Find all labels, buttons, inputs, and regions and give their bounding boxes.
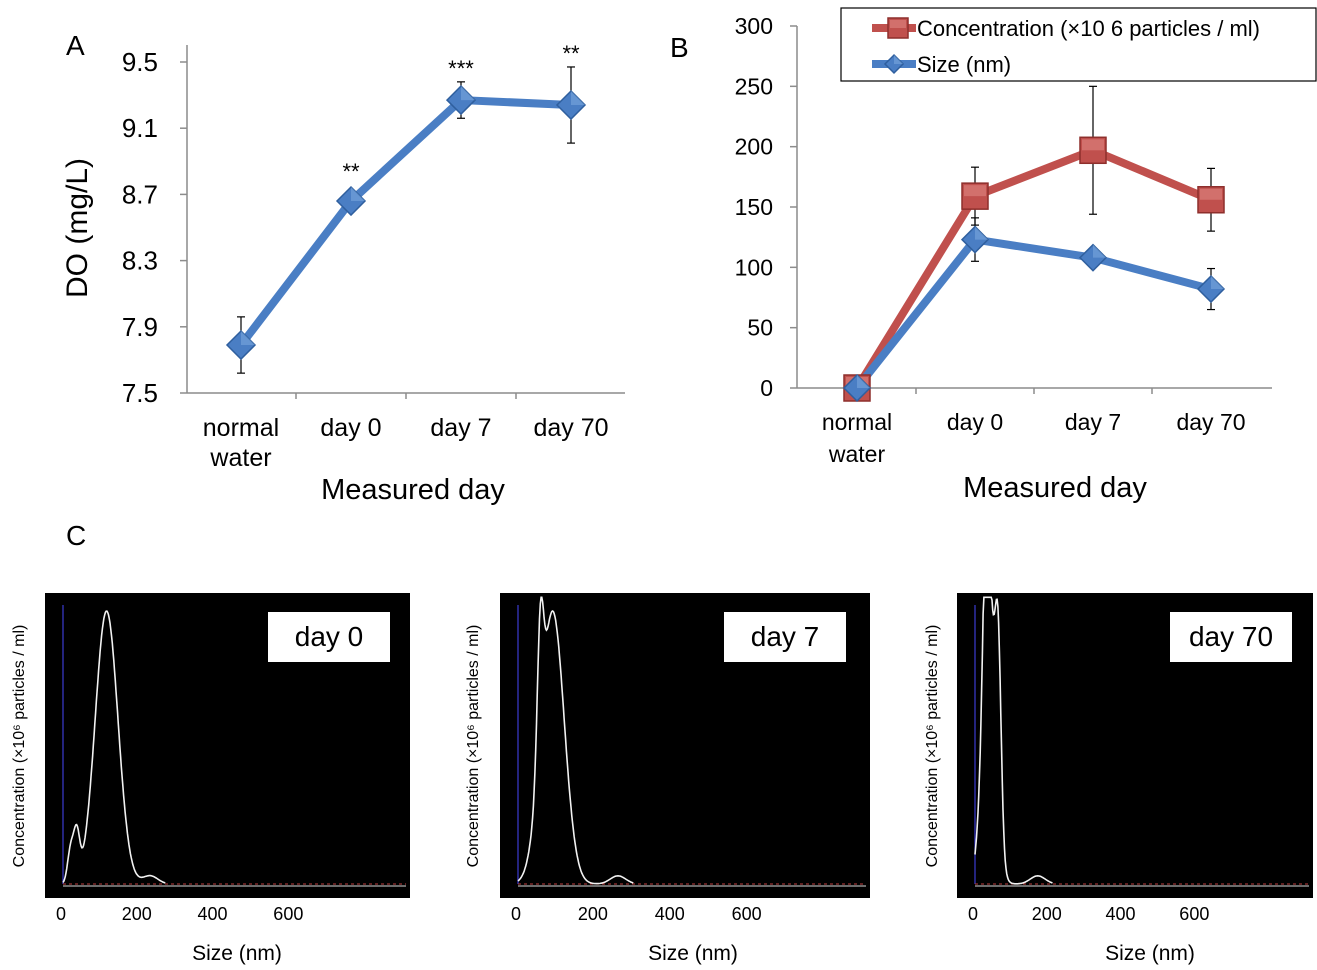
significance-mark: ** bbox=[342, 159, 360, 184]
x-tick-label: day 70 bbox=[1176, 409, 1245, 435]
x-tick-label: normal water bbox=[822, 409, 892, 467]
series-line bbox=[237, 96, 572, 348]
nta-x-tick-label: 400 bbox=[654, 904, 685, 924]
series-line-concentration bbox=[853, 146, 1213, 391]
panel-letter-b: B bbox=[670, 32, 689, 63]
nta-x-tick-label: 400 bbox=[1105, 904, 1136, 924]
nta-curve-area bbox=[517, 596, 866, 887]
y-tick-label: 7.9 bbox=[122, 312, 158, 342]
data-point-size bbox=[960, 225, 990, 254]
data-point-concentration bbox=[1197, 186, 1225, 214]
nta-distribution-curve bbox=[517, 596, 634, 885]
nta-x-tick-label: 600 bbox=[1179, 904, 1210, 924]
y-tick-label: 7.5 bbox=[122, 378, 158, 408]
nta-x-tick-label: 0 bbox=[967, 904, 979, 924]
legend: Concentration (×10 6 particles / ml) Size… bbox=[840, 7, 1317, 82]
nta-day-label: day 7 bbox=[724, 612, 846, 662]
chart-b-nta-summary: 300 250 200 150 100 50 0 normal water day 0 day 7 d… bbox=[735, 7, 1317, 504]
nta-curve-area bbox=[62, 605, 406, 887]
significance-mark: ** bbox=[562, 41, 580, 66]
nta-x-tick-label: 600 bbox=[273, 904, 304, 924]
panel-letter-a: A bbox=[66, 30, 85, 61]
data-point-concentration bbox=[1079, 136, 1107, 165]
nta-x-tick-label: 600 bbox=[731, 904, 762, 924]
x-tick-label: day 0 bbox=[320, 414, 381, 442]
panel-letter-c: C bbox=[66, 520, 87, 551]
y-tick-label: 250 bbox=[735, 73, 773, 99]
x-tick-label: day 7 bbox=[1065, 409, 1121, 435]
data-point-size bbox=[842, 373, 872, 403]
nta-day-label: day 70 bbox=[1170, 612, 1292, 662]
y-tick-label: 9.5 bbox=[122, 47, 158, 77]
y-tick-label: 150 bbox=[735, 194, 773, 220]
nta-day-label: day 0 bbox=[268, 612, 390, 662]
nta-distribution-curve bbox=[62, 610, 166, 884]
significance-mark: *** bbox=[448, 56, 474, 81]
nta-x-axis-label: Size (nm) bbox=[1105, 942, 1195, 965]
y-tick-label: 300 bbox=[735, 13, 773, 39]
nta-x-tick-label: 200 bbox=[121, 904, 152, 924]
data-point bbox=[335, 185, 367, 217]
y-tick-label: 200 bbox=[735, 134, 773, 160]
data-point-size bbox=[1078, 243, 1108, 272]
nta-x-tick-label: 200 bbox=[577, 904, 608, 924]
nta-x-axis-label: Size (nm) bbox=[192, 942, 282, 965]
y-tick-label: 100 bbox=[735, 254, 773, 280]
nta-x-tick-label: 400 bbox=[197, 904, 228, 924]
legend-label: Concentration (×10 6 particles / ml) bbox=[917, 16, 1260, 41]
nta-distribution-curve bbox=[974, 596, 1053, 885]
nta-y-axis-label: Concentration (×10⁶ particles / ml) bbox=[11, 624, 28, 867]
nta-x-tick-label: 0 bbox=[55, 904, 67, 924]
nta-y-axis-label: Concentration (×10⁶ particles / ml) bbox=[465, 624, 482, 867]
nta-x-tick-label: 200 bbox=[1031, 904, 1062, 924]
nta-x-axis-label: Size (nm) bbox=[648, 942, 738, 965]
data-point bbox=[555, 89, 587, 121]
y-tick-label: 0 bbox=[760, 375, 773, 401]
nta-curve-area bbox=[974, 596, 1309, 887]
data-point bbox=[445, 85, 477, 116]
chart-a-do: 9.5 9.1 8.7 8.3 7.9 7.5 normal water day 0 day 7 d… bbox=[61, 41, 625, 506]
series-line-size bbox=[853, 235, 1213, 391]
nta-x-tick-label: 0 bbox=[510, 904, 522, 924]
nta-y-axis-label: Concentration (×10⁶ particles / ml) bbox=[924, 624, 941, 867]
x-axis-label: Measured day bbox=[963, 472, 1147, 504]
y-tick-label: 9.1 bbox=[122, 113, 158, 143]
data-point bbox=[225, 329, 257, 361]
data-point-concentration bbox=[961, 182, 989, 210]
y-tick-label: 8.3 bbox=[122, 246, 158, 276]
x-tick-label: normal water bbox=[203, 414, 279, 472]
y-axis-label: DO (mg/L) bbox=[61, 158, 94, 298]
y-tick-label: 50 bbox=[747, 315, 773, 341]
legend-label: Size (nm) bbox=[917, 52, 1011, 77]
legend-box bbox=[840, 7, 1317, 82]
x-tick-label: day 7 bbox=[430, 414, 491, 442]
data-point-size bbox=[1196, 274, 1226, 304]
legend-marker bbox=[883, 53, 905, 75]
x-axis-label: Measured day bbox=[321, 474, 505, 506]
x-tick-label: day 0 bbox=[947, 409, 1003, 435]
x-tick-label: day 70 bbox=[533, 414, 608, 442]
legend-marker bbox=[887, 17, 909, 39]
y-tick-label: 8.7 bbox=[122, 179, 158, 209]
